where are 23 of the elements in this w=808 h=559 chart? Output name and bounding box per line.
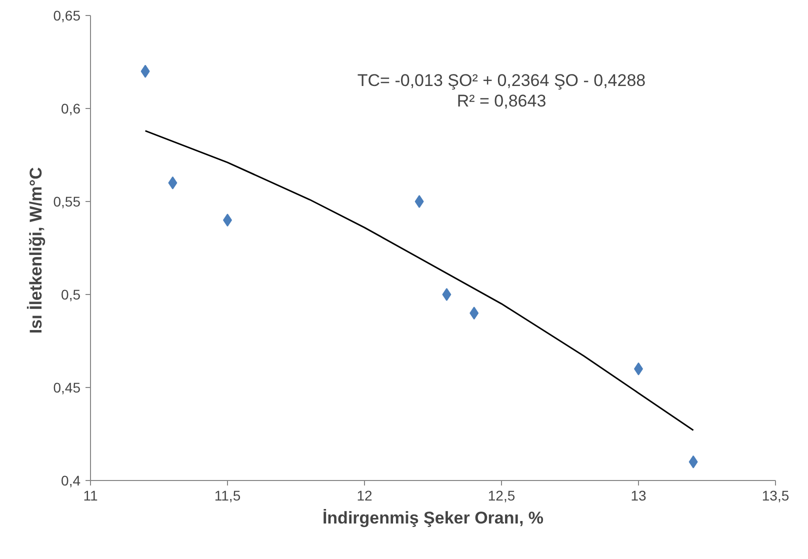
x-tick-label: 11,5	[214, 488, 241, 504]
x-tick-label: 13,5	[762, 488, 790, 504]
y-tick-label: 0,4	[61, 472, 81, 488]
x-tick-label: 12,5	[488, 488, 516, 504]
point	[140, 64, 150, 78]
point	[414, 195, 424, 208]
y-tick-label: 0,65	[53, 8, 81, 24]
y-tick-label: 0,55	[53, 194, 81, 210]
line-series	[144, 130, 694, 432]
point	[168, 176, 178, 190]
y-tick-label: 0,45	[53, 380, 81, 396]
point	[442, 288, 452, 301]
point	[688, 455, 698, 468]
x-axis-title: İndirgenmiş Şeker Oranı, %	[322, 508, 544, 528]
x-tick-label: 11	[83, 488, 98, 504]
y-tick-label: 0,6	[61, 100, 81, 116]
y-tick-label: 0,5	[61, 286, 81, 302]
annotation: R² = 0,8643	[456, 92, 546, 111]
annotation: TC= -0,013 ŞO² + 0,2364 ŞO - 0,4288	[357, 71, 646, 90]
point	[470, 306, 479, 320]
x-tick-label: 12	[356, 488, 372, 504]
y-axis-title: Isı İletkenliği, W/m°C	[26, 167, 46, 334]
x-tick-label: 13	[630, 488, 646, 504]
